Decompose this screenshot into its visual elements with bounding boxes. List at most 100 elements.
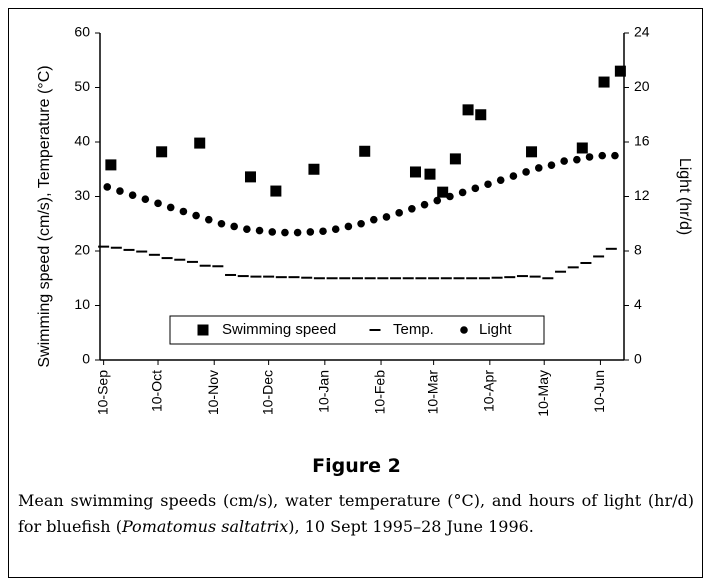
data-point bbox=[288, 276, 300, 279]
legend-label: Swimming speed bbox=[222, 321, 336, 338]
data-point bbox=[424, 168, 436, 180]
data-point bbox=[369, 215, 378, 224]
data-point bbox=[408, 204, 416, 213]
data-point bbox=[542, 277, 554, 280]
data-point bbox=[364, 277, 376, 280]
y2-tick-label: 24 bbox=[634, 24, 650, 40]
legend-marker bbox=[369, 329, 381, 331]
data-point bbox=[573, 155, 581, 164]
x-tick-label: 10-Jun bbox=[591, 370, 607, 413]
y-tick-label: 10 bbox=[74, 296, 90, 312]
data-point bbox=[116, 187, 124, 195]
figure-label: Figure 2 bbox=[312, 455, 401, 477]
data-point bbox=[103, 183, 112, 191]
y-axis-label: Swimming speed (cm/s), Temperature (°C) bbox=[36, 65, 53, 367]
data-point bbox=[110, 246, 122, 249]
data-point bbox=[204, 215, 213, 224]
data-point bbox=[496, 176, 505, 184]
data-point bbox=[395, 209, 403, 217]
data-point bbox=[585, 153, 594, 161]
data-point bbox=[359, 145, 371, 157]
data-point bbox=[576, 142, 588, 154]
data-point bbox=[154, 199, 162, 208]
data-point bbox=[382, 213, 391, 221]
data-point bbox=[319, 227, 327, 236]
data-point bbox=[547, 161, 556, 169]
data-point bbox=[529, 275, 541, 278]
y-tick-label: 0 bbox=[82, 351, 90, 367]
y2-tick-label: 8 bbox=[634, 242, 642, 258]
x-tick-label: 10-Mar bbox=[424, 370, 440, 415]
data-point bbox=[555, 270, 567, 273]
data-point bbox=[308, 163, 320, 175]
data-point bbox=[268, 228, 277, 236]
y2-tick-label: 0 bbox=[634, 351, 642, 367]
data-point bbox=[614, 65, 626, 77]
y2-tick-label: 16 bbox=[634, 133, 650, 149]
data-point bbox=[293, 228, 302, 237]
caption-species: Pomatomus saltatrix bbox=[121, 517, 289, 536]
data-point bbox=[136, 250, 148, 253]
data-point bbox=[331, 225, 340, 233]
data-point bbox=[179, 207, 188, 216]
data-point bbox=[580, 261, 592, 264]
data-point bbox=[161, 257, 173, 260]
chart: 0 10 20 30 40 50 60 0 4 8 12 16 20 24 10-Sep 10-Oct 10-N… bbox=[36, 24, 693, 417]
x-tick-label: 10-Oct bbox=[149, 370, 165, 412]
data-point bbox=[166, 203, 175, 212]
data-point bbox=[174, 258, 186, 261]
data-point bbox=[509, 172, 518, 180]
data-point bbox=[141, 195, 150, 204]
data-point bbox=[598, 151, 607, 160]
legend-marker bbox=[197, 324, 209, 336]
data-point bbox=[458, 188, 467, 197]
data-point bbox=[230, 222, 238, 231]
y2-tick-label: 4 bbox=[634, 296, 642, 312]
y2-axis-label: Light (hr/d) bbox=[676, 158, 693, 235]
legend-box bbox=[169, 315, 545, 345]
data-point bbox=[491, 276, 503, 279]
y-tick-label: 60 bbox=[74, 24, 90, 40]
data-point bbox=[504, 276, 516, 279]
data-point bbox=[313, 277, 325, 280]
data-point bbox=[148, 253, 160, 256]
x-tick-label: 10-Apr bbox=[481, 370, 497, 412]
data-point bbox=[243, 225, 251, 233]
caption-text: ), 10 Sept 1995–28 June 1996. bbox=[288, 517, 534, 536]
data-point bbox=[339, 277, 351, 280]
data-point bbox=[270, 185, 282, 197]
data-point bbox=[415, 277, 427, 280]
data-point bbox=[237, 275, 249, 278]
x-tick-label: 10-Jan bbox=[316, 370, 332, 413]
data-point bbox=[462, 104, 474, 116]
data-point bbox=[281, 228, 289, 237]
data-point bbox=[255, 226, 264, 235]
data-point bbox=[437, 186, 449, 198]
data-point bbox=[192, 211, 200, 220]
data-point bbox=[306, 228, 315, 236]
data-point bbox=[560, 157, 568, 165]
y-tick-label: 50 bbox=[74, 78, 90, 94]
data-point bbox=[128, 191, 137, 199]
data-point bbox=[453, 277, 465, 280]
x-tick-label: 10-May bbox=[535, 370, 551, 417]
data-point bbox=[123, 248, 135, 251]
caption: Mean swimming speeds (cm/s), water tempe… bbox=[18, 488, 694, 540]
y-tick-label: 20 bbox=[74, 242, 90, 258]
data-point bbox=[105, 159, 117, 171]
data-point bbox=[446, 192, 454, 201]
data-point bbox=[390, 277, 402, 280]
data-point bbox=[478, 277, 490, 280]
data-point bbox=[466, 277, 478, 280]
data-point bbox=[522, 168, 530, 176]
data-point bbox=[250, 275, 262, 278]
y-tick-label: 40 bbox=[74, 133, 90, 149]
data-point bbox=[194, 137, 206, 149]
data-point bbox=[449, 153, 461, 165]
data-point bbox=[593, 255, 605, 258]
legend-marker bbox=[460, 326, 468, 334]
data-point bbox=[516, 275, 528, 278]
data-point bbox=[377, 277, 389, 280]
data-point bbox=[244, 171, 256, 183]
